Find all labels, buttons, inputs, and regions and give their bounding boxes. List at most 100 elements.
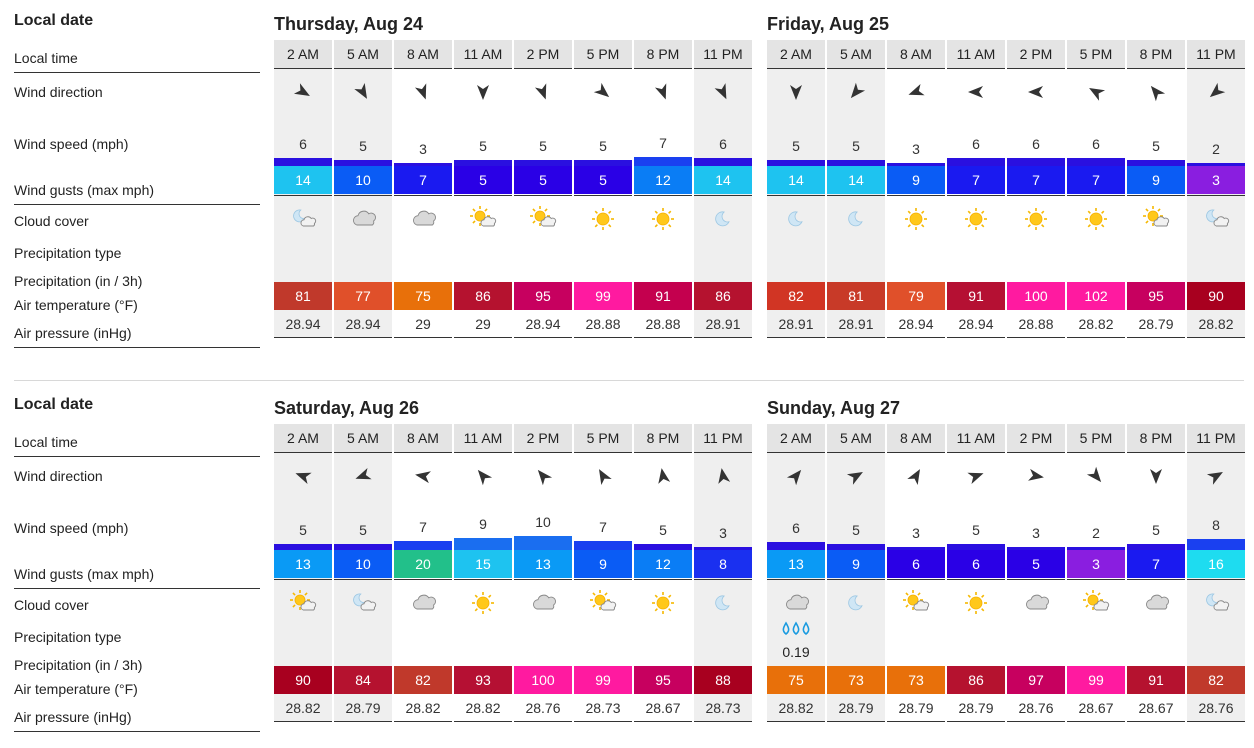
- precipitation-amount-label: Precipitation (in / 3h): [14, 657, 143, 673]
- hour-column: 8 AM 3 7 75 29: [394, 4, 452, 364]
- wind-gust-value: 12: [634, 166, 692, 194]
- air-pressure-value: 28.79: [334, 695, 392, 722]
- divider-line: [1007, 579, 1065, 580]
- time-cell: 8 PM: [634, 424, 692, 452]
- hour-column: 5 AM 5 14 81 28.91: [827, 4, 885, 364]
- local-date-label: Local date: [14, 12, 94, 29]
- wind-direction-arrow-icon: [1086, 82, 1106, 102]
- wind-speed-value: 6: [719, 136, 727, 153]
- time-cell: 11 PM: [1187, 424, 1245, 452]
- wind-speed-value: 5: [359, 522, 367, 538]
- precipitation-amount-value: 0.19: [782, 644, 810, 660]
- sun-icon: [1021, 204, 1051, 234]
- sun-icon: [468, 588, 498, 618]
- air-temperature-value: 99: [1067, 666, 1125, 694]
- wind-speed-value: 7: [659, 134, 667, 151]
- wind-speed-bar: [1067, 158, 1125, 166]
- hour-column: 5 AM 5 10 77 28.94: [334, 4, 392, 364]
- wind-speed-value: 3: [912, 525, 920, 541]
- air-temperature-value: 81: [274, 282, 332, 310]
- hour-column: 8 PM 5 7 91 28.67: [1127, 388, 1185, 748]
- time-cell: 5 PM: [1067, 424, 1125, 452]
- sun-cloud-icon: [901, 588, 931, 618]
- air-pressure-value: 28.82: [454, 695, 512, 722]
- wind-gust-value: 10: [334, 550, 392, 578]
- divider-line: [514, 452, 572, 453]
- air-temperature-value: 91: [947, 282, 1005, 310]
- hour-column: 11 PM 2 3 90 28.82: [1187, 4, 1245, 364]
- air-temperature-value: 86: [694, 282, 752, 310]
- wind-speed-value: 5: [852, 522, 860, 538]
- time-cell: 2 PM: [514, 40, 572, 68]
- time-cell: 11 AM: [947, 424, 1005, 452]
- time-cell: 8 AM: [394, 40, 452, 68]
- air-pressure-value: 28.88: [634, 311, 692, 338]
- wind-speed-bar: [1067, 547, 1125, 550]
- wind-speed-value: 5: [599, 138, 607, 154]
- wind-direction-label: Wind direction: [14, 84, 103, 100]
- air-temperature-value: 82: [767, 282, 825, 310]
- wind-gust-value: 5: [454, 166, 512, 194]
- divider-line: [1187, 452, 1245, 453]
- air-temperature-value: 97: [1007, 666, 1065, 694]
- wind-speed-value: 5: [1152, 522, 1160, 538]
- divider-line: [947, 452, 1005, 453]
- wind-speed-value: 10: [535, 514, 551, 530]
- hour-column: 5 AM 5 10 84 28.79: [334, 388, 392, 748]
- divider-line: [574, 579, 632, 580]
- divider-line: [394, 452, 452, 453]
- air-pressure-value: 28.73: [574, 695, 632, 722]
- wind-gust-value: 13: [274, 550, 332, 578]
- air-temperature-value: 79: [887, 282, 945, 310]
- air-pressure-value: 28.67: [1067, 695, 1125, 722]
- hour-column: 11 PM 3 8 88 28.73: [694, 388, 752, 748]
- cloud-icon: [1141, 588, 1171, 618]
- divider-line: [1127, 452, 1185, 453]
- wind-speed-value: 3: [419, 141, 427, 157]
- time-cell: 5 AM: [334, 40, 392, 68]
- air-temperature-value: 95: [514, 282, 572, 310]
- divider-line: [887, 579, 945, 580]
- air-temperature-value: 73: [827, 666, 885, 694]
- day-title: Thursday, Aug 24: [274, 14, 424, 34]
- wind-direction-arrow-icon: [713, 466, 733, 486]
- divider-line: [274, 579, 332, 580]
- air-pressure-value: 28.94: [887, 311, 945, 338]
- hour-column: 8 PM 5 9 95 28.79: [1127, 4, 1185, 364]
- air-pressure-value: 28.91: [767, 311, 825, 338]
- moon-icon: [708, 204, 738, 234]
- divider-line: [1007, 452, 1065, 453]
- time-cell: 8 PM: [634, 40, 692, 68]
- divider-line: [1067, 452, 1125, 453]
- wind-direction-arrow-icon: [786, 466, 806, 486]
- hour-column: 8 AM 3 6 73 28.79: [887, 388, 945, 748]
- wind-speed-bar: [334, 544, 392, 550]
- day-title: Sunday, Aug 27: [767, 398, 901, 418]
- section-divider: [14, 380, 1244, 381]
- wind-direction-arrow-icon: [653, 466, 673, 486]
- wind-direction-arrow-icon: [473, 82, 493, 102]
- hour-column: 11 PM 8 16 82 28.76: [1187, 388, 1245, 748]
- wind-gust-value: 5: [1007, 550, 1065, 578]
- hour-column: 11 AM 6 7 91 28.94: [947, 4, 1005, 364]
- air-temperature-value: 75: [394, 282, 452, 310]
- wind-direction-arrow-icon: [413, 82, 433, 102]
- wind-gusts-label: Wind gusts (max mph): [14, 182, 260, 205]
- moon-cloud-icon: [288, 204, 318, 234]
- hour-column: 11 AM 9 15 93 28.82: [454, 388, 512, 748]
- air-temperature-value: 99: [574, 666, 632, 694]
- wind-gust-value: 16: [1187, 550, 1245, 578]
- time-cell: 2 AM: [767, 424, 825, 452]
- wind-speed-bar: [514, 160, 572, 166]
- wind-speed-bar: [394, 540, 452, 550]
- air-temperature-label: Air temperature (°F): [14, 297, 138, 313]
- drops-icon: [781, 620, 811, 638]
- wind-speed-bar: [694, 547, 752, 550]
- air-pressure-value: 28.79: [887, 695, 945, 722]
- divider-line: [274, 452, 332, 453]
- divider-line: [1067, 195, 1125, 196]
- wind-speed-bar: [334, 160, 392, 166]
- wind-speed-value: 6: [1032, 136, 1040, 153]
- hour-column: 2 PM 10 13 100 28.76: [514, 388, 572, 748]
- wind-speed-bar: [694, 158, 752, 166]
